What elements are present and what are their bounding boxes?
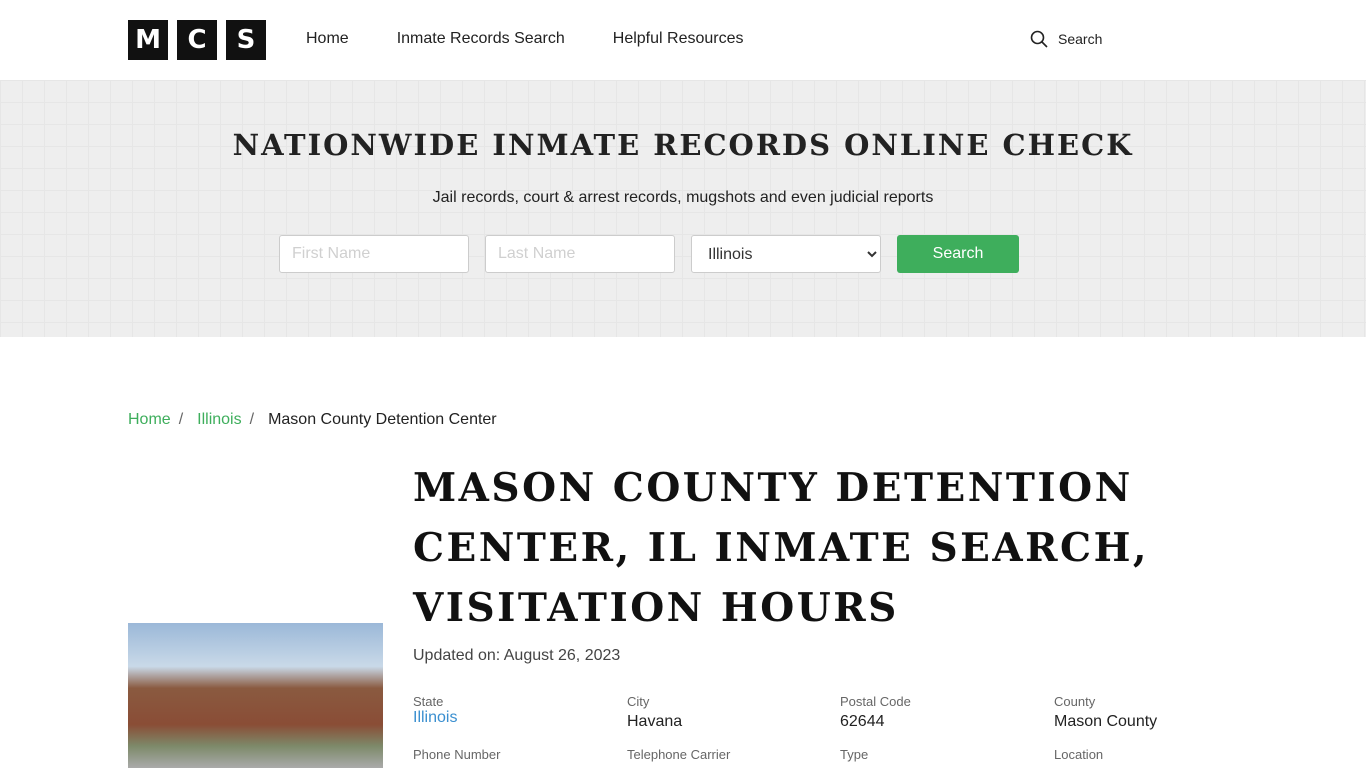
search-form: Illinois Search	[279, 235, 1019, 273]
logo[interactable]: M C S	[128, 20, 266, 60]
facility-photo	[128, 623, 383, 768]
site-header: M C S Home Inmate Records Search Helpful…	[0, 0, 1366, 80]
fact-value: 62644	[840, 713, 885, 730]
fact-label: Location	[1054, 747, 1104, 762]
search-label: Search	[1058, 31, 1103, 47]
search-button[interactable]: Search	[897, 235, 1019, 273]
fact-carrier: Telephone Carrier	[627, 747, 840, 762]
fact-city: City Havana	[627, 694, 840, 731]
nav-home[interactable]: Home	[306, 30, 349, 47]
fact-label: Phone Number	[413, 747, 501, 762]
breadcrumb-home[interactable]: Home	[128, 411, 171, 428]
fact-label: City	[627, 694, 650, 709]
logo-letter: M	[128, 20, 168, 60]
logo-letter: S	[226, 20, 266, 60]
updated-date: Updated on: August 26, 2023	[413, 647, 621, 664]
header-search-button[interactable]: Search	[1030, 30, 1102, 48]
fact-type: Type	[840, 747, 1054, 762]
fact-county: County Mason County	[1054, 694, 1254, 731]
first-name-input[interactable]	[279, 235, 469, 273]
fact-location: Location	[1054, 747, 1254, 762]
fact-label: Telephone Carrier	[627, 747, 731, 762]
page-title: MASON COUNTY DETENTION CENTER, IL INMATE…	[413, 465, 1150, 631]
fact-label: Type	[840, 747, 869, 762]
main-nav: Home Inmate Records Search Helpful Resou…	[306, 30, 744, 48]
hero-banner: NATIONWIDE INMATE RECORDS ONLINE CHECK J…	[0, 80, 1366, 337]
nav-helpful-resources[interactable]: Helpful Resources	[612, 30, 744, 47]
hero-title: NATIONWIDE INMATE RECORDS ONLINE CHECK	[232, 128, 1134, 162]
breadcrumb: Home / Illinois / Mason County Detention C…	[128, 411, 497, 429]
fact-value: Mason County	[1054, 713, 1158, 730]
nav-inmate-records-search[interactable]: Inmate Records Search	[396, 30, 565, 47]
hero-subtitle: Jail records, court & arrest records, mu…	[432, 189, 934, 206]
breadcrumb-separator: /	[249, 411, 255, 428]
breadcrumb-separator: /	[178, 411, 184, 428]
fact-phone: Phone Number	[413, 747, 627, 762]
fact-label: Postal Code	[840, 694, 911, 709]
search-icon	[1030, 30, 1048, 48]
last-name-input[interactable]	[485, 235, 675, 273]
fact-state: State Illinois	[413, 694, 627, 731]
breadcrumb-current: Mason County Detention Center	[268, 411, 497, 428]
facility-facts: State Illinois City Havana Postal Code 6264…	[413, 694, 1254, 762]
logo-letter: C	[177, 20, 217, 60]
breadcrumb-illinois[interactable]: Illinois	[197, 411, 242, 428]
state-link[interactable]: Illinois	[413, 709, 458, 726]
fact-value: Havana	[627, 713, 683, 730]
fact-postal-code: Postal Code 62644	[840, 694, 1054, 731]
fact-label: County	[1054, 694, 1096, 709]
fact-label: State	[413, 694, 444, 709]
state-select[interactable]: Illinois	[691, 235, 881, 273]
